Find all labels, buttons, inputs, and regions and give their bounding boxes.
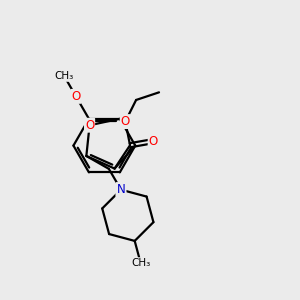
Text: N: N: [117, 183, 125, 196]
Text: N: N: [117, 183, 125, 196]
Text: O: O: [121, 115, 130, 128]
Text: CH₃: CH₃: [131, 258, 150, 268]
Text: O: O: [85, 119, 94, 132]
Text: O: O: [71, 90, 81, 103]
Text: CH₃: CH₃: [55, 71, 74, 81]
Text: O: O: [148, 135, 158, 148]
